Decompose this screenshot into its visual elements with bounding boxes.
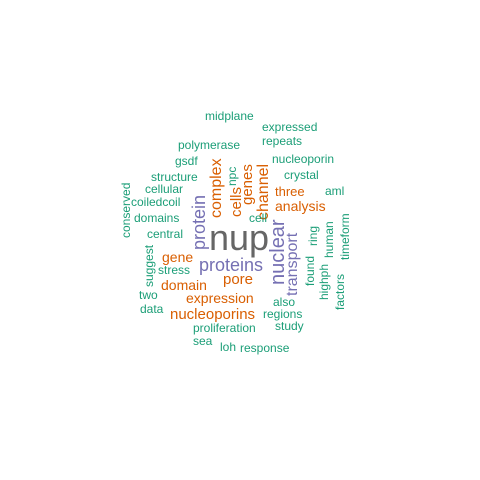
word-domains: domains [134, 211, 180, 225]
word-suggest: suggest [142, 244, 156, 287]
word-regions: regions [263, 307, 303, 321]
word-gsdf: gsdf [175, 154, 198, 168]
word-cellular: cellular [145, 182, 184, 196]
word-pore: pore [223, 271, 254, 288]
word-complex: complex [208, 158, 225, 218]
word-npc: npc [225, 166, 239, 186]
word-human: human [322, 221, 336, 258]
word-proliferation: proliferation [193, 321, 256, 335]
word-coiledcoil: coiledcoil [131, 195, 181, 209]
word-study: study [275, 319, 304, 333]
word-midplane: midplane [205, 109, 254, 123]
word-data: data [140, 302, 164, 316]
word-gene: gene [162, 249, 194, 265]
word-three: three [275, 184, 305, 199]
word-analysis: analysis [275, 198, 326, 214]
word-also: also [273, 295, 296, 309]
word-expression: expression [186, 290, 254, 306]
word-cell: cell [249, 211, 268, 225]
word-highph: highph [317, 263, 331, 300]
word-structure: structure [151, 170, 198, 184]
word-nucleoporin: nucleoporin [272, 152, 335, 166]
word-crystal: crystal [284, 168, 319, 182]
word-stress: stress [158, 263, 191, 277]
word-timeform: timeform [338, 213, 352, 260]
word-loh: loh [220, 340, 237, 354]
word-expressed: expressed [262, 120, 318, 134]
word-cells: cells [228, 186, 245, 217]
word-two: two [139, 288, 158, 302]
word-ring: ring [306, 225, 320, 246]
word-transport: transport [284, 232, 301, 296]
word-central: central [147, 227, 184, 241]
word-repeats: repeats [262, 134, 303, 148]
word-proteins: proteins [199, 255, 264, 275]
word-conserved: conserved [119, 182, 133, 238]
word-protein: protein [189, 194, 209, 250]
word-nucleoporins: nucleoporins [170, 306, 256, 323]
word-factors: factors [333, 273, 347, 310]
word-found: found [303, 255, 317, 286]
word-nup: nup [209, 217, 270, 258]
word-aml: aml [325, 184, 345, 198]
word-sea: sea [193, 334, 213, 348]
word-response: response [240, 341, 290, 355]
word-domain: domain [161, 277, 207, 293]
word-polymerase: polymerase [178, 138, 241, 152]
